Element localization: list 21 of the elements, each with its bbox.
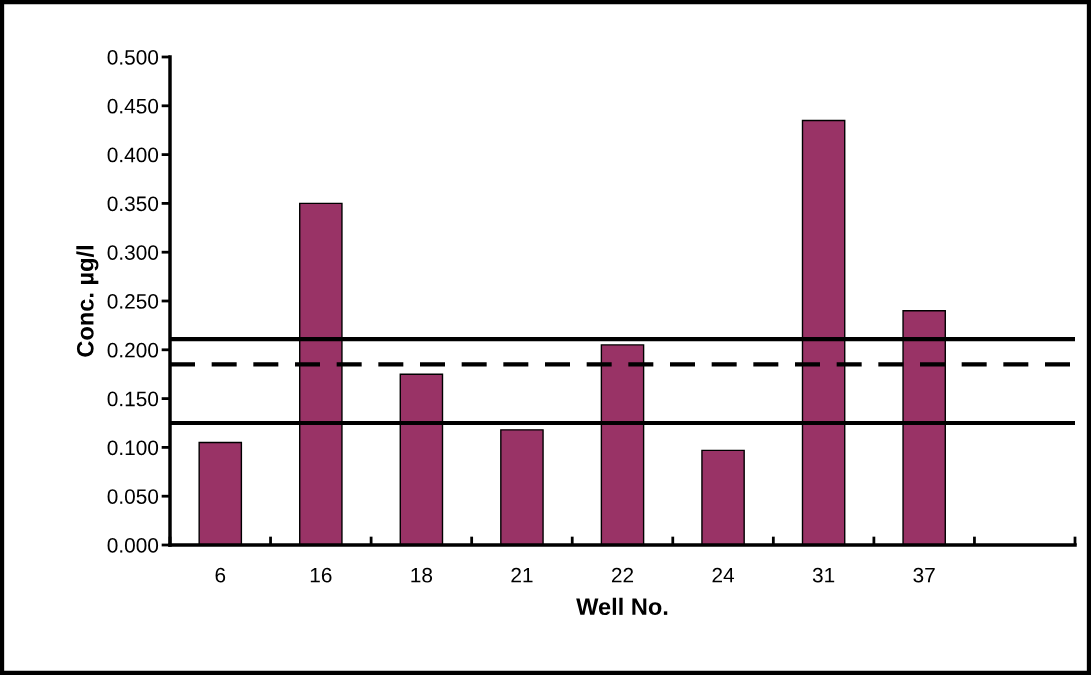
y-tick-label: 0.200	[107, 342, 159, 358]
y-tick-label: 0.100	[107, 440, 159, 456]
y-tick-label: 0.350	[107, 196, 159, 212]
y-tick-label: 0.150	[107, 391, 159, 407]
y-tick-label: 0.400	[107, 147, 159, 163]
x-tick-label: 24	[712, 567, 735, 583]
y-tick-label: 0.000	[107, 538, 159, 553]
x-tick-label: 6	[215, 567, 226, 583]
x-tick-label: 18	[411, 567, 433, 583]
y-tick-label: 0.300	[107, 245, 159, 260]
x-tick-label: 21	[511, 567, 533, 583]
x-tick-label: 31	[812, 567, 835, 583]
x-tick-label: 16	[310, 567, 332, 583]
y-tick-label: 0.450	[107, 98, 159, 114]
y-tick-label: 0.500	[107, 50, 159, 65]
y-tick-label: 0.050	[107, 489, 159, 504]
x-tick-label: 22	[611, 567, 634, 583]
y-axis-title: Conc. µg/l	[76, 246, 99, 357]
y-tick-label: 0.250	[107, 294, 159, 309]
x-axis-title: Well No.	[576, 597, 668, 616]
x-tick-label: 37	[913, 567, 935, 583]
